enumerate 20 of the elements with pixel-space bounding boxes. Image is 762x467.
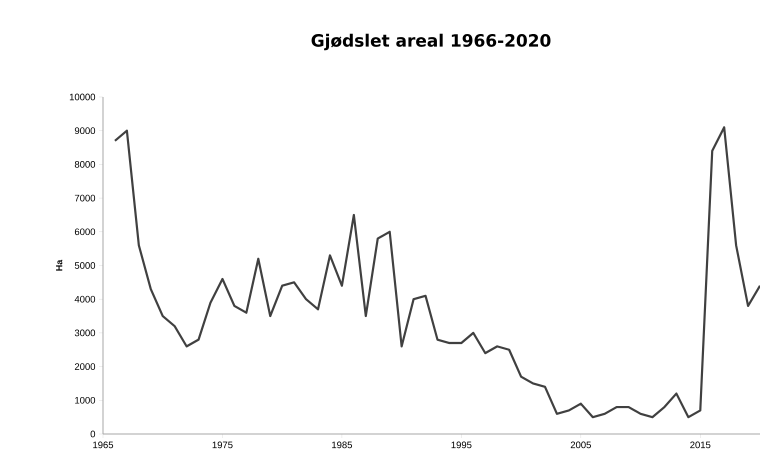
x-tick-label: 1985: [332, 442, 352, 448]
y-axis-title: Ha: [56, 260, 62, 271]
x-tick-label: 2005: [570, 442, 591, 448]
chart-title: Gjødslet areal 1966-2020: [312, 34, 550, 50]
line-series: [114, 126, 760, 418]
y-tick-label: 8000: [74, 161, 96, 168]
x-tick-label: 2015: [690, 442, 710, 448]
y-tick-label: 0: [90, 430, 96, 438]
y-tick-label: 10000: [70, 94, 96, 100]
y-tick-label: 9000: [74, 127, 96, 134]
x-tick-label: 1995: [452, 442, 472, 448]
y-tick-label: 2000: [74, 363, 96, 370]
y-tick-label: 7000: [74, 194, 96, 202]
x-tick-label: 1975: [212, 442, 233, 448]
y-tick-label: 5000: [74, 262, 96, 269]
y-tick-label: 6000: [74, 228, 96, 236]
y-tick-label: 4000: [74, 296, 96, 303]
x-tick-label: 1965: [93, 442, 114, 448]
y-tick-label: 1000: [75, 396, 96, 404]
y-tick-label: 3000: [74, 330, 96, 336]
